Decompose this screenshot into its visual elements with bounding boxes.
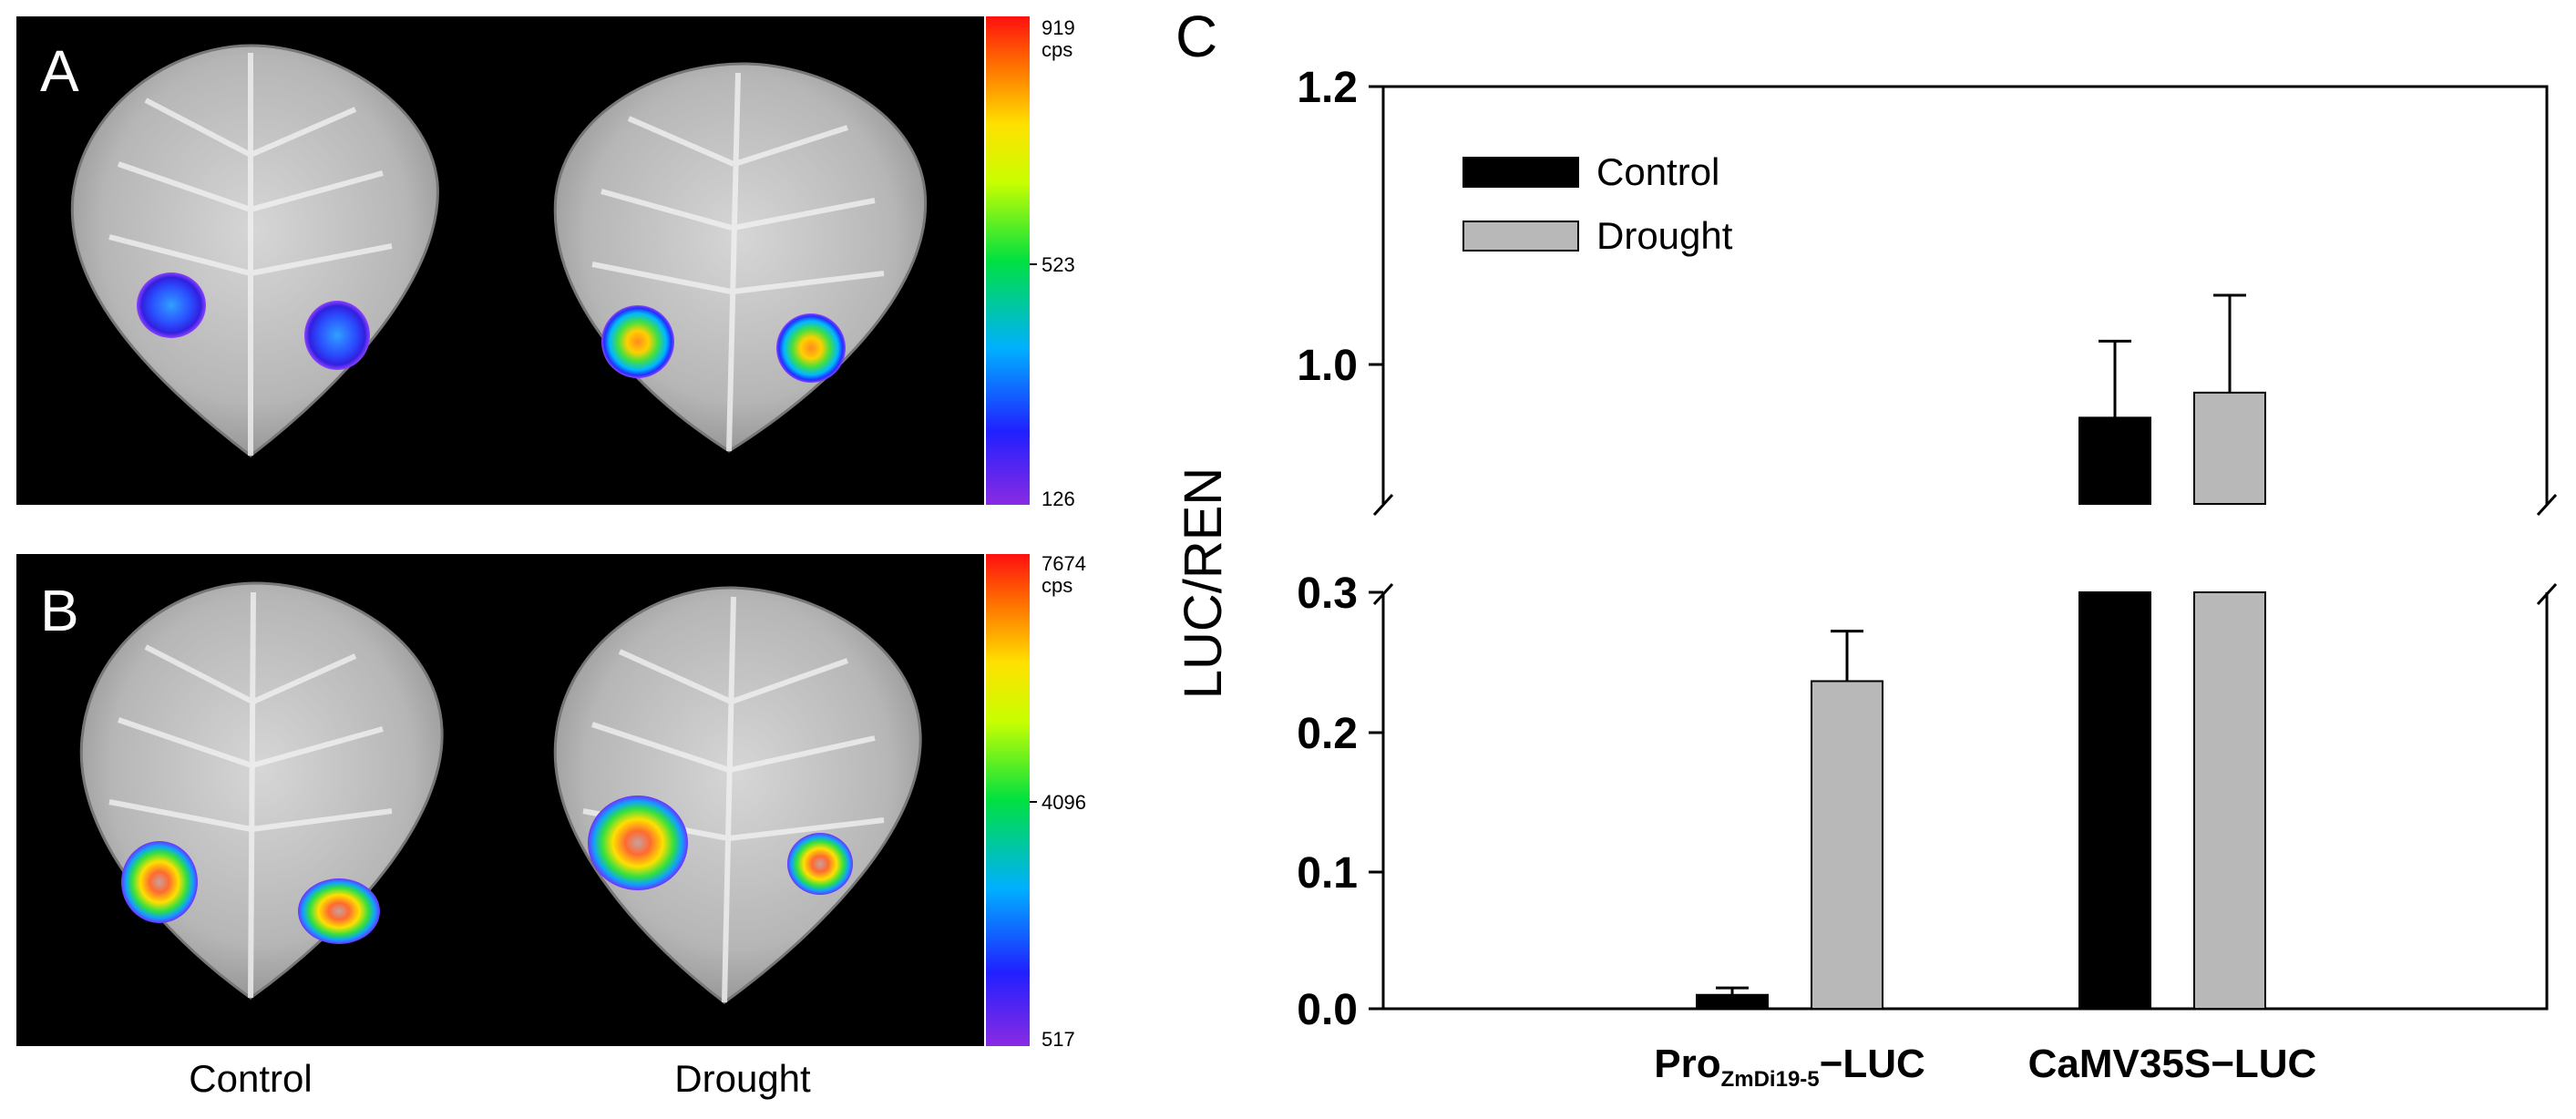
x-category-0: ProZmDi19-5−LUC bbox=[1654, 1042, 1925, 1092]
leaf-a-control bbox=[70, 44, 439, 457]
x-category-0-sub: ZmDi19-5 bbox=[1721, 1067, 1820, 1092]
label-drought: Drought bbox=[674, 1057, 811, 1100]
scale-b-min: 517 bbox=[1042, 1028, 1075, 1051]
spot-a-control-left bbox=[137, 272, 206, 338]
y-tick-0-0: 0.0 bbox=[1297, 986, 1358, 1034]
y-tick-0-1: 0.1 bbox=[1297, 849, 1358, 898]
spot-a-control-right bbox=[304, 301, 370, 370]
scale-bar-b bbox=[986, 554, 1030, 1046]
label-control: Control bbox=[189, 1057, 312, 1100]
upper-axis-frame bbox=[1381, 85, 2549, 504]
spot-b-drought-left bbox=[588, 796, 688, 890]
bars bbox=[1696, 293, 2266, 1011]
panel-b: B 7674 cps 4096 517 bbox=[16, 552, 1086, 1051]
bar-0-1-upper bbox=[2078, 416, 2151, 506]
bar-1-1-upper bbox=[2193, 391, 2266, 505]
bar-0-0 bbox=[1696, 993, 1769, 1011]
legend-label-drought: Drought bbox=[1596, 214, 1733, 257]
y-tick-1-0: 1.0 bbox=[1297, 342, 1358, 390]
y-tick-0-3: 0.3 bbox=[1297, 570, 1358, 618]
bar-0-1-lower bbox=[2078, 591, 2151, 1010]
y-tick-0-2: 0.2 bbox=[1297, 710, 1358, 758]
legend-swatch-drought bbox=[1462, 221, 1579, 252]
scale-a-min: 126 bbox=[1042, 488, 1075, 510]
scale-b-max: 7674 bbox=[1042, 552, 1086, 575]
axis-break-marks bbox=[1372, 493, 2558, 606]
lower-axis-frame bbox=[1381, 592, 2549, 1011]
leaf-b-drought bbox=[553, 586, 922, 1004]
scale-b-mid: 4096 bbox=[1042, 791, 1086, 814]
y-tick-1-2: 1.2 bbox=[1297, 64, 1358, 112]
y-axis-title: LUC/REN bbox=[1174, 467, 1233, 700]
x-category-1: CaMV35S−LUC bbox=[2028, 1042, 2317, 1086]
spot-b-control-left bbox=[121, 841, 198, 923]
spot-a-drought-right bbox=[776, 313, 846, 383]
x-category-0-suffix: −LUC bbox=[1820, 1042, 1925, 1086]
x-category-0-main: Pro bbox=[1654, 1042, 1720, 1086]
leaf-a-drought bbox=[553, 62, 928, 453]
bar-1-0 bbox=[1811, 680, 1883, 1010]
panel-c-letter: C bbox=[1175, 4, 1217, 69]
scale-bar-a bbox=[986, 16, 1030, 505]
bar-1-1-lower bbox=[2193, 591, 2266, 1010]
scale-a-max: 919 bbox=[1042, 16, 1075, 39]
scale-a-unit: cps bbox=[1042, 38, 1072, 61]
leaf-b-control bbox=[79, 581, 444, 1000]
spot-b-drought-right bbox=[787, 833, 853, 895]
spot-b-control-right bbox=[298, 878, 380, 944]
legend-swatch-control bbox=[1462, 157, 1579, 188]
scale-b-unit: cps bbox=[1042, 574, 1072, 597]
panel-a: A 919 cps 523 126 bbox=[16, 16, 1075, 510]
scale-a-mid: 523 bbox=[1042, 253, 1075, 276]
panel-b-letter: B bbox=[40, 578, 79, 643]
panel-c-chart: C LUC/REN 0.0 0.1 0.2 0.3 1.0 1.2 bbox=[1174, 4, 2558, 1092]
spot-a-drought-left bbox=[601, 305, 674, 378]
panel-a-letter: A bbox=[40, 38, 79, 104]
legend-label-control: Control bbox=[1596, 150, 1719, 193]
legend: Control Drought bbox=[1462, 150, 1733, 257]
